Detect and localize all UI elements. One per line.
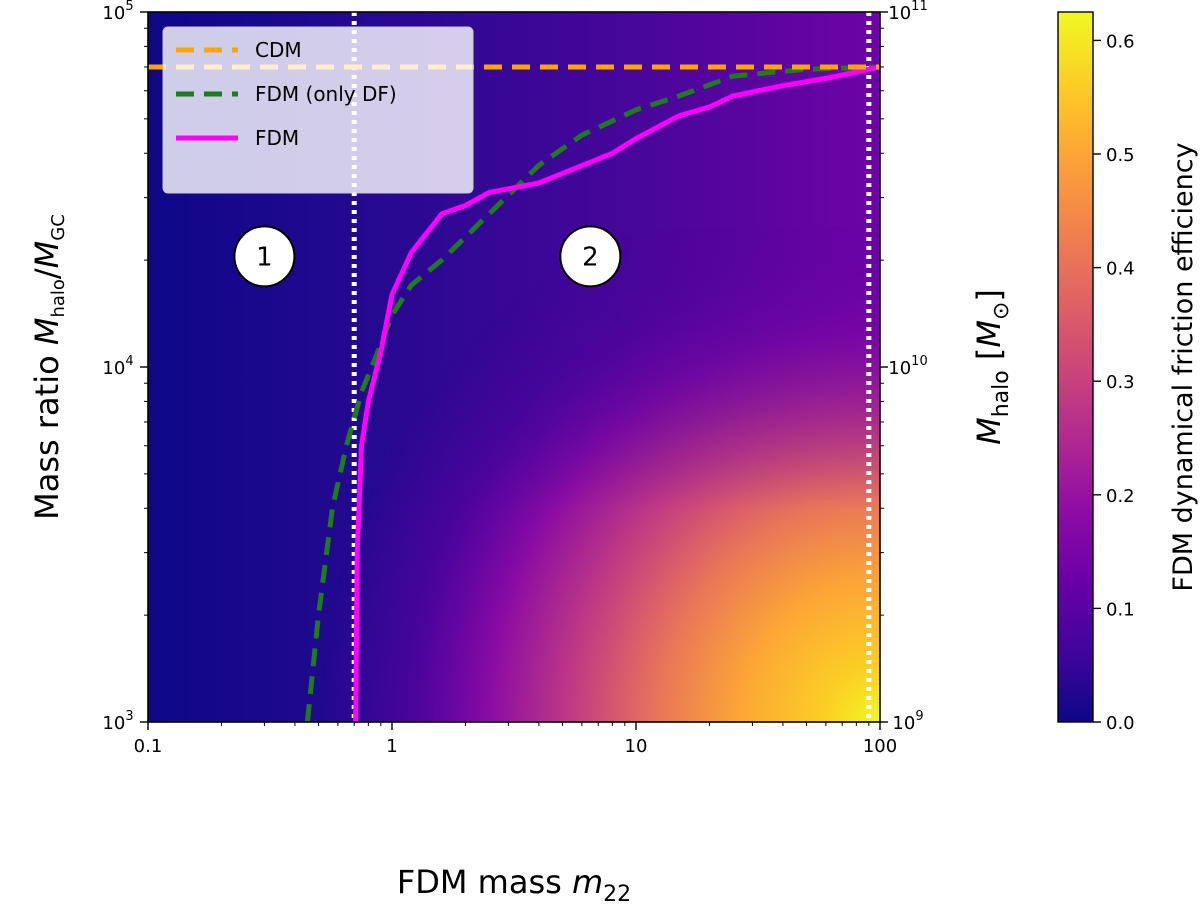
colorbar-tick-label: 0.1 (1106, 599, 1135, 620)
region-label-2: 2 (582, 242, 599, 272)
colorbar-label: FDM dynamical friction efficiency (1168, 142, 1199, 591)
colorbar: 0.0 0.1 0.2 0.3 0.4 0.5 0.6 FDM dynamical fric… (1057, 11, 1199, 734)
colorbar-tick-label: 0.6 (1106, 31, 1135, 52)
x-tick-label: 10 (625, 736, 648, 757)
colorbar-tick-label: 0.4 (1106, 259, 1135, 280)
colorbar-tick-label: 0.3 (1106, 372, 1135, 393)
series-fdm-only-df-line (304, 64, 880, 722)
colorbar-gradient (1057, 11, 1094, 723)
region-marker-2 (559, 225, 622, 288)
ticks-layer: 0.1 1 10 100 103 104 105 109 1010 1011 (102, 0, 927, 757)
x-tick-label: 0.1 (134, 736, 163, 757)
x-tick-label: 1 (386, 736, 397, 757)
y-left-tick-label: 105 (102, 0, 133, 24)
y-axis-label-left: Mass ratio Mhalo/MGC (28, 214, 69, 520)
legend-box (162, 26, 474, 194)
legend-label: FDM (only DF) (255, 82, 397, 106)
svg-text:Mass ratio Mhalo/MGC: Mass ratio Mhalo/MGC (28, 214, 69, 520)
colorbar-tick-label: 0.0 (1106, 713, 1135, 734)
series-fdm-line (353, 64, 880, 722)
x-axis-label: FDM mass m22 (397, 863, 631, 904)
colorbar-tick-label: 0.2 (1106, 486, 1135, 507)
y-right-tick-label: 109 (892, 709, 923, 734)
region-marker-1 (233, 225, 296, 288)
y-right-tick-label: 1010 (888, 354, 927, 379)
svg-text:Mhalo [M⊙]: Mhalo [M⊙] (970, 289, 1014, 445)
y-right-tick-label: 1011 (888, 0, 927, 24)
region-label-1: 1 (256, 242, 273, 272)
legend: CDM FDM (only DF) FDM (162, 26, 474, 194)
legend-label: FDM (255, 126, 299, 150)
y-left-tick-label: 104 (102, 354, 133, 379)
colorbar-tick-label: 0.5 (1106, 145, 1135, 166)
legend-label: CDM (255, 38, 302, 62)
x-tick-label: 100 (863, 736, 897, 757)
y-left-tick-label: 103 (102, 709, 133, 734)
y-axis-label-right: Mhalo [M⊙] (970, 289, 1014, 445)
